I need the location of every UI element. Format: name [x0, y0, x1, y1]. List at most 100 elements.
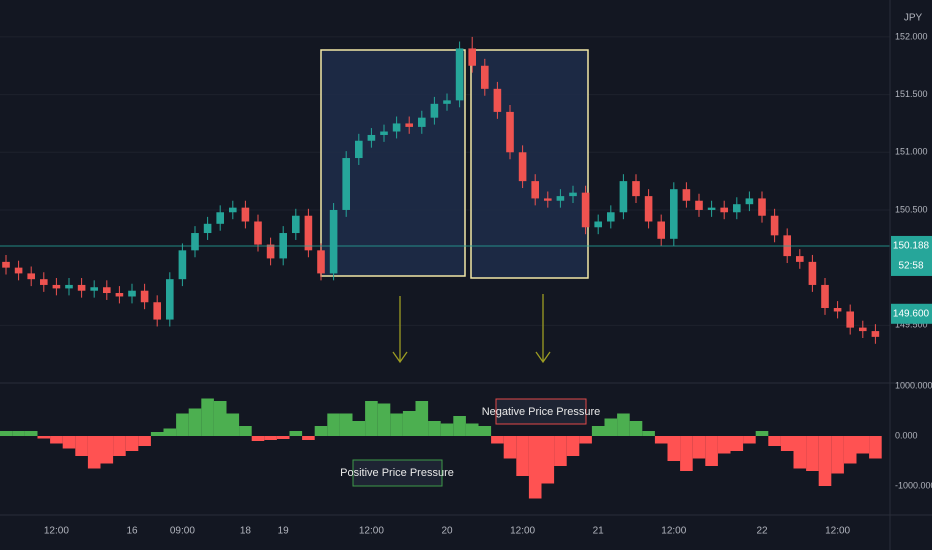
candle-body	[455, 48, 464, 101]
arrows	[392, 294, 551, 364]
histogram-bar	[768, 436, 781, 446]
candle-body	[758, 198, 766, 216]
histogram-bar	[604, 418, 618, 436]
candle-body	[632, 181, 640, 197]
x-tick-label: 18	[240, 526, 252, 537]
candle-body	[115, 293, 124, 297]
histogram-bar	[314, 426, 328, 436]
candle-body	[569, 192, 577, 197]
y-tick-label: 151.000	[895, 147, 928, 157]
histogram-bar	[743, 436, 756, 444]
candle-body	[745, 198, 754, 205]
candle-body	[229, 207, 237, 213]
price-marker	[891, 235, 932, 276]
candle-body	[770, 215, 779, 236]
histogram-bar	[37, 436, 51, 439]
histogram-bar	[554, 436, 567, 466]
histogram-bar	[302, 436, 315, 440]
candle-body	[607, 212, 615, 222]
histogram-bar	[289, 431, 303, 436]
candle-body	[216, 212, 224, 224]
x-tick-label: 19	[278, 526, 290, 537]
candle-body	[392, 123, 401, 132]
histogram-bar	[478, 426, 492, 436]
candle-body	[405, 123, 413, 127]
x-tick-label: 12:00	[825, 526, 850, 537]
histogram-bar	[869, 436, 882, 459]
histogram-bar	[163, 428, 177, 436]
candle-body	[140, 290, 149, 303]
histogram-bar	[503, 436, 517, 459]
candle-body	[254, 221, 262, 245]
candle-body	[203, 223, 212, 234]
x-tick-label: 12:00	[661, 526, 686, 537]
highlight-box	[470, 49, 589, 279]
candle-body	[367, 134, 376, 141]
histogram-bar	[856, 436, 870, 454]
candle-body	[178, 250, 187, 280]
histogram-bar	[188, 408, 202, 436]
histogram-bar	[793, 436, 807, 469]
last-price-label: 149.600	[893, 308, 930, 319]
histogram-bar	[87, 436, 101, 469]
candle-body	[304, 215, 313, 251]
histogram-bar	[818, 436, 832, 486]
histogram-bar	[755, 431, 769, 436]
x-tick-label: 21	[593, 526, 605, 537]
arrow	[535, 294, 551, 364]
histogram-bar	[50, 436, 63, 444]
histogram-bar	[365, 401, 378, 436]
x-tick-label: 22	[756, 526, 768, 537]
y-tick-label: -1000.000	[895, 480, 932, 490]
histogram-bar	[150, 432, 164, 436]
histogram-bar	[591, 426, 605, 436]
currency: JPY	[904, 13, 923, 24]
candle-body	[2, 261, 10, 268]
candle-body	[191, 233, 199, 251]
histogram-bar	[352, 421, 366, 436]
candle-body	[40, 279, 48, 285]
histogram-bar	[465, 423, 479, 436]
histogram-bar	[138, 436, 151, 446]
candle-body	[531, 181, 539, 199]
candle-body	[493, 88, 502, 112]
histogram-bar	[226, 413, 240, 436]
histogram-bar	[780, 436, 794, 451]
histogram-bar	[327, 413, 340, 436]
candle-body	[808, 261, 817, 285]
histogram-bar	[528, 436, 542, 499]
y-tick-label: 151.500	[895, 89, 928, 99]
histogram-bar	[516, 436, 529, 476]
candle-body	[241, 207, 250, 222]
histogram-bar	[125, 436, 139, 451]
histogram-bar	[377, 403, 391, 436]
histogram-bar	[730, 436, 744, 451]
candle-body	[707, 207, 716, 210]
candle-body	[27, 273, 35, 280]
candle-body	[733, 204, 741, 213]
y-tick-label: 149.500	[895, 320, 928, 330]
histogram-bar	[680, 436, 693, 471]
candle-body	[506, 111, 514, 153]
candle-body	[619, 181, 628, 213]
candle-body	[833, 308, 842, 312]
x-tick-label: 12:00	[510, 526, 535, 537]
histogram-bar	[428, 421, 441, 436]
candle-body	[657, 221, 665, 239]
candle-body	[796, 256, 804, 262]
candle-body	[317, 250, 325, 274]
histogram-bar	[843, 436, 857, 464]
y-tick-label: 1000.000	[895, 380, 932, 390]
last-price-marker	[891, 303, 932, 324]
histogram-bar	[453, 416, 466, 436]
histogram-bar	[654, 436, 668, 444]
histogram-bar	[113, 436, 126, 456]
candle-body	[695, 200, 703, 210]
candle-body	[518, 152, 527, 182]
candle-body	[430, 103, 439, 118]
candle-body	[52, 284, 61, 289]
histogram-bar	[201, 398, 214, 436]
histogram-bar	[642, 431, 655, 436]
histogram-bar	[0, 431, 13, 436]
histogram-bar	[264, 436, 277, 440]
